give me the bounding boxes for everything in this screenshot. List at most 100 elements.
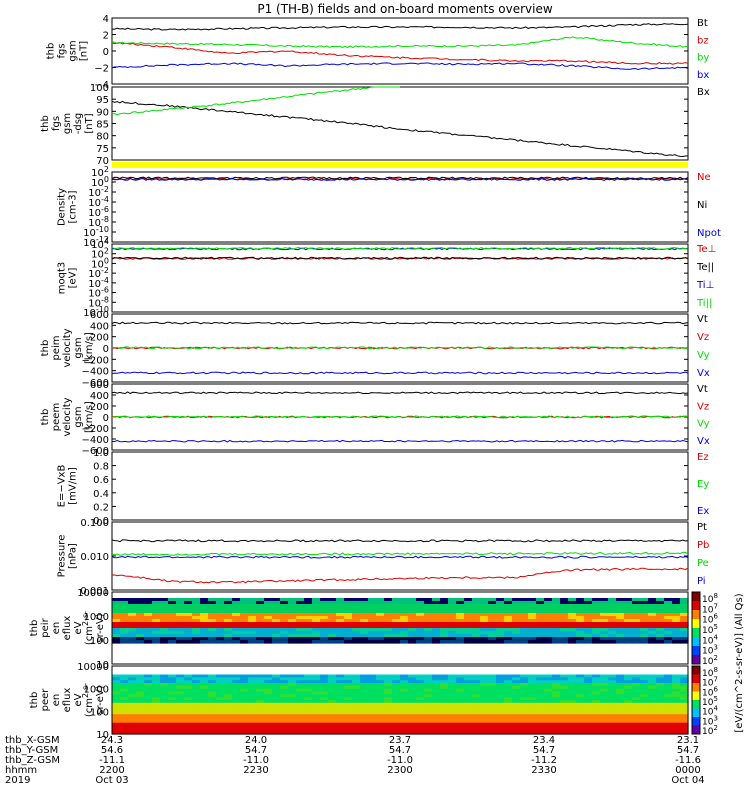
heatmap-cell	[576, 705, 585, 710]
heatmap-cell	[456, 634, 465, 638]
heatmap-cell	[120, 680, 129, 684]
heatmap-cell	[168, 619, 177, 623]
heatmap-cell	[392, 601, 401, 605]
heatmap-cell	[640, 705, 649, 710]
heatmap-cell	[240, 688, 249, 693]
heatmap-cell	[152, 728, 161, 732]
heatmap-cell	[296, 711, 305, 715]
heatmap-cell	[176, 714, 185, 718]
heatmap-cell	[544, 694, 553, 698]
heatmap-cell	[208, 680, 217, 684]
heatmap-cell	[264, 722, 273, 727]
heatmap-cell	[128, 680, 137, 684]
heatmap-cell	[136, 619, 145, 623]
heatmap-cell	[240, 685, 249, 690]
heatmap-cell	[160, 725, 169, 729]
heatmap-cell	[368, 705, 377, 710]
heatmap-cell	[504, 700, 513, 704]
heatmap-cell	[128, 725, 137, 729]
heatmap-cell	[288, 601, 297, 605]
heatmap-cell	[480, 619, 489, 623]
heatmap-cell	[400, 610, 409, 614]
heatmap-cell	[552, 717, 561, 721]
heatmap-cell	[432, 680, 441, 684]
heatmap-cell	[248, 613, 257, 617]
heatmap-cell	[368, 702, 377, 707]
heatmap-cell	[288, 705, 297, 710]
heatmap-cell	[392, 731, 401, 735]
heatmap-cell	[272, 674, 281, 678]
heatmap-cell	[496, 604, 505, 608]
heatmap-cell	[528, 725, 537, 729]
heatmap-cell	[352, 683, 361, 687]
heatmap-cell	[664, 619, 673, 623]
heatmap-cell	[504, 691, 513, 695]
colorbar-segment	[692, 708, 700, 718]
heatmap-cell	[560, 625, 569, 629]
heatmap-cell	[496, 598, 505, 602]
heatmap-cell	[232, 674, 241, 678]
heatmap-cell	[392, 637, 401, 641]
heatmap-cell	[112, 691, 121, 695]
heatmap-cell	[456, 601, 465, 605]
heatmap-cell	[680, 725, 689, 729]
heatmap-cell	[416, 722, 425, 727]
heatmap-cell	[200, 694, 209, 698]
heatmap-cell	[576, 694, 585, 698]
heatmap-cell	[312, 634, 321, 638]
heatmap-cell	[528, 625, 537, 629]
heatmap-cell	[184, 711, 193, 715]
heatmap-cell	[368, 677, 377, 681]
heatmap-cell	[208, 711, 217, 715]
heatmap-cell	[248, 717, 257, 721]
heatmap-cell	[216, 598, 225, 602]
heatmap-cell	[168, 610, 177, 614]
heatmap-cell	[120, 604, 129, 608]
heatmap-cell	[320, 616, 329, 620]
heatmap-cell	[664, 613, 673, 617]
heatmap-cell	[616, 705, 625, 710]
heatmap-cell	[288, 697, 297, 701]
heatmap-cell	[640, 717, 649, 721]
heatmap-cell	[240, 691, 249, 695]
heatmap-cell	[248, 677, 257, 681]
heatmap-cell	[592, 711, 601, 715]
heatmap-cell	[312, 601, 321, 605]
heatmap-cell	[184, 708, 193, 712]
heatmap-cell	[512, 697, 521, 701]
heatmap-cell	[184, 628, 193, 632]
heatmap-cell	[680, 622, 689, 626]
heatmap-cell	[408, 685, 417, 690]
heatmap-cell	[496, 634, 505, 638]
heatmap-cell	[568, 719, 577, 724]
heatmap-cell	[672, 674, 681, 678]
heatmap-cell	[264, 616, 273, 620]
heatmap-cell	[232, 731, 241, 735]
heatmap-cell	[600, 728, 609, 732]
heatmap-cell	[232, 628, 241, 632]
heatmap-cell	[208, 731, 217, 735]
heatmap-cell	[472, 625, 481, 629]
heatmap-cell	[336, 622, 345, 626]
heatmap-cell	[248, 714, 257, 718]
heatmap-cell	[216, 694, 225, 698]
y-tick-label: 10000	[77, 588, 109, 599]
heatmap-cell	[600, 640, 609, 644]
heatmap-cell	[544, 680, 553, 684]
heatmap-cell	[240, 613, 249, 617]
heatmap-cell	[424, 604, 433, 608]
heatmap-cell	[360, 683, 369, 687]
heatmap-cell	[624, 722, 633, 727]
heatmap-cell	[144, 702, 153, 707]
heatmap-cell	[408, 628, 417, 632]
heatmap-cell	[488, 717, 497, 721]
heatmap-cell	[200, 634, 209, 638]
heatmap-cell	[320, 625, 329, 629]
heatmap-cell	[464, 634, 473, 638]
heatmap-cell	[224, 613, 233, 617]
y-tick-label: 1.0	[93, 448, 109, 459]
heatmap-cell	[184, 598, 193, 602]
heatmap-cell	[184, 700, 193, 704]
y-tick-label: 0	[103, 344, 109, 355]
